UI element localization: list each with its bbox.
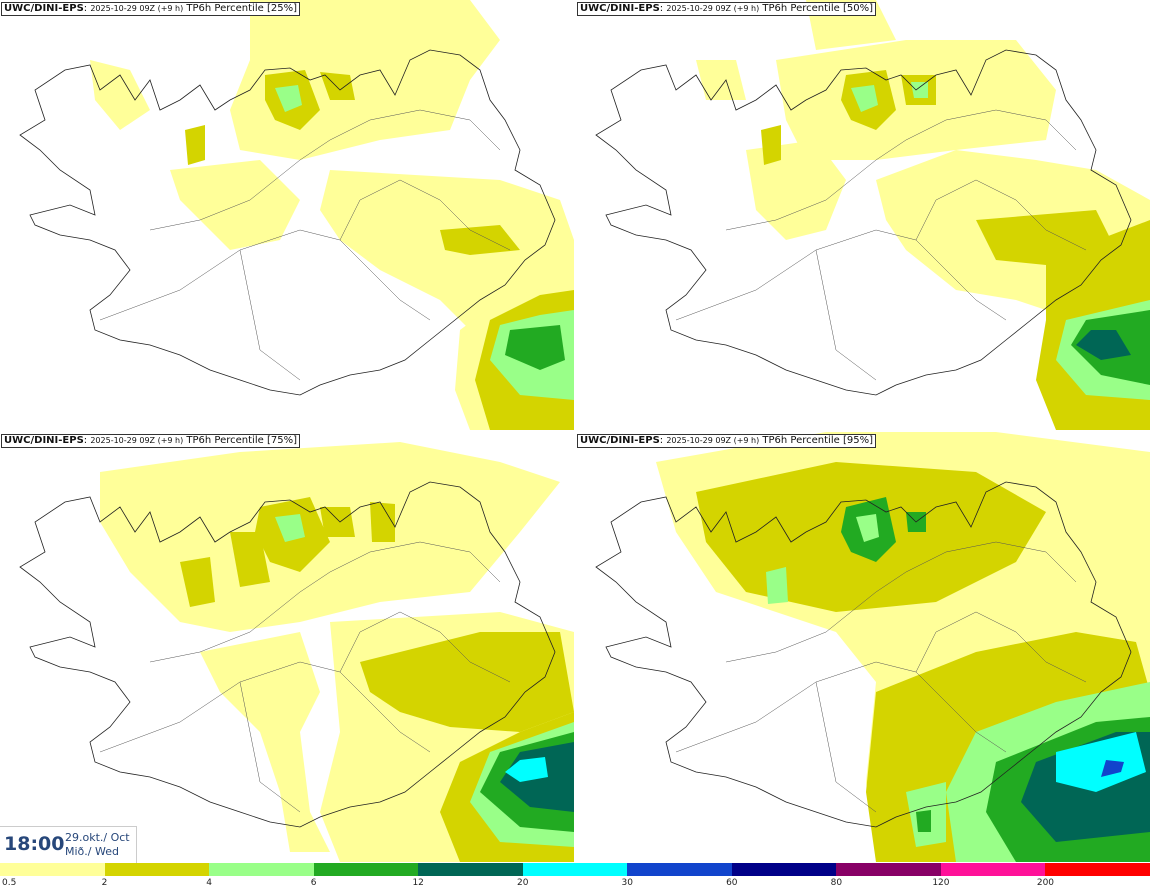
map-panel-p50: UWC/DINI-EPS: 2025-10-29 09Z (+9 h) TP6h…: [576, 0, 1150, 430]
precip-fields: [656, 432, 1150, 862]
product-name: TP6h Percentile [75%]: [186, 435, 297, 446]
valid-date-line1: 29.okt./ Oct: [65, 831, 130, 844]
legend-swatch: [940, 863, 1046, 876]
legend-tick-label: 30: [621, 878, 633, 888]
precip-map-p50: [595, 0, 1150, 430]
legend-tick-label: 120: [932, 878, 950, 888]
model-name: UWC/DINI-EPS: [580, 435, 660, 446]
legend-tick-label: 200: [1036, 878, 1055, 888]
run-info: 2025-10-29 09Z (+9 h): [90, 4, 184, 13]
precip-fields: [90, 0, 574, 430]
legend-swatch: [0, 863, 105, 876]
legend-swatch: [313, 863, 419, 876]
run-info: 2025-10-29 09Z (+9 h): [666, 4, 760, 13]
model-name: UWC/DINI-EPS: [580, 3, 660, 14]
legend-swatch: [104, 863, 210, 876]
product-name: TP6h Percentile [25%]: [186, 3, 297, 14]
panel-title: UWC/DINI-EPS: 2025-10-29 09Z (+9 h) TP6h…: [1, 434, 300, 448]
panel-title: UWC/DINI-EPS: 2025-10-29 09Z (+9 h) TP6h…: [577, 434, 876, 448]
legend-swatch: [418, 863, 523, 876]
legend-swatch: [1045, 863, 1150, 876]
legend-tick-label: 0.5: [2, 878, 17, 888]
legend-tick-label: 20: [516, 878, 529, 888]
panel-title: UWC/DINI-EPS: 2025-10-29 09Z (+9 h) TP6h…: [1, 2, 300, 16]
legend-swatch: [209, 863, 314, 876]
road-network: [675, 109, 1087, 381]
precip-map-p95: [595, 432, 1150, 862]
road-network: [675, 541, 1087, 813]
map-panel-p25: UWC/DINI-EPS: 2025-10-29 09Z (+9 h) TP6h…: [0, 0, 574, 430]
valid-date: 29.okt./ Oct Mið./ Wed: [65, 831, 130, 859]
legend-tick-label: 12: [412, 878, 424, 888]
road-network: [99, 541, 511, 813]
valid-time-box: 18:00 29.okt./ Oct Mið./ Wed: [0, 826, 137, 863]
iceland-coastline: [595, 481, 1132, 828]
model-name: UWC/DINI-EPS: [4, 435, 84, 446]
color-legend: 0.5 2 4 6 12 20 30 60 80 120 200: [0, 863, 1150, 891]
legend-swatch: [627, 863, 732, 876]
map-panel-p95: UWC/DINI-EPS: 2025-10-29 09Z (+9 h) TP6h…: [576, 432, 1150, 862]
precip-fields: [696, 0, 1150, 430]
valid-time: 18:00: [4, 833, 65, 855]
product-name: TP6h Percentile [95%]: [762, 435, 873, 446]
product-name: TP6h Percentile [50%]: [762, 3, 873, 14]
precip-map-p25: [19, 0, 574, 430]
run-info: 2025-10-29 09Z (+9 h): [90, 436, 184, 445]
legend-tick-label: 4: [206, 878, 212, 888]
legend-swatch: [836, 863, 941, 876]
legend-swatch: [522, 863, 628, 876]
iceland-coastline: [19, 481, 556, 828]
run-info: 2025-10-29 09Z (+9 h): [666, 436, 760, 445]
legend-tick-label: 60: [726, 878, 738, 888]
legend-tick-label: 6: [310, 878, 317, 888]
iceland-coastline: [595, 49, 1132, 396]
valid-date-line2: Mið./ Wed: [65, 845, 119, 858]
map-panel-p75: UWC/DINI-EPS: 2025-10-29 09Z (+9 h) TP6h…: [0, 432, 574, 862]
precip-map-p75: [19, 442, 574, 862]
legend-tick-label: 2: [101, 878, 108, 888]
precip-fields: [100, 442, 574, 862]
legend-tick-label: 80: [830, 878, 843, 888]
road-network: [99, 109, 511, 381]
iceland-coastline: [19, 49, 556, 396]
model-name: UWC/DINI-EPS: [4, 3, 84, 14]
panel-title: UWC/DINI-EPS: 2025-10-29 09Z (+9 h) TP6h…: [577, 2, 876, 16]
legend-color-bar: [0, 863, 1150, 876]
legend-swatch: [731, 863, 837, 876]
